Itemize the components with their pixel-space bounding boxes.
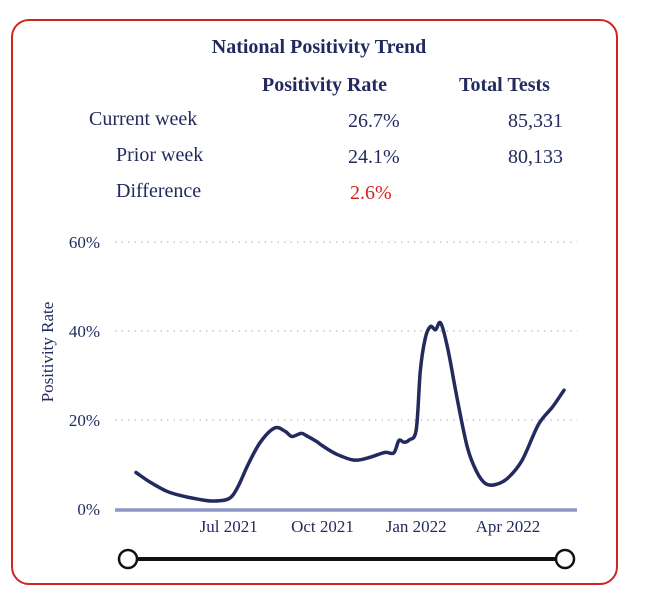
header-total-tests: Total Tests — [459, 74, 550, 96]
x-tick-label: Oct 2021 — [291, 517, 354, 536]
y-axis-label: Positivity Rate — [38, 302, 57, 403]
current-week-rate: 26.7% — [348, 110, 400, 132]
y-axis-ticks: 0% 20% 40% 60% — [69, 233, 100, 519]
y-tick-label: 40% — [69, 322, 100, 341]
x-axis-ticks: Jul 2021 Oct 2021 Jan 2022 Apr 2022 — [200, 517, 541, 536]
range-slider[interactable] — [117, 548, 576, 570]
positivity-rate-line — [134, 320, 566, 503]
grid-lines — [115, 241, 577, 421]
x-tick-label: Jan 2022 — [386, 517, 447, 536]
row-label-difference: Difference — [116, 180, 202, 202]
difference-rate: 2.6% — [350, 182, 392, 204]
dashboard-card — [11, 19, 618, 585]
range-slider-start-handle[interactable] — [117, 548, 139, 570]
y-tick-label: 0% — [77, 500, 100, 519]
row-label-prior-week: Prior week — [116, 144, 204, 166]
row-label-current-week: Current week — [89, 108, 198, 130]
x-tick-label: Apr 2022 — [476, 517, 541, 536]
prior-week-tests: 80,133 — [508, 146, 563, 168]
chart-title: National Positivity Trend — [211, 36, 427, 58]
prior-week-rate: 24.1% — [348, 146, 400, 168]
y-tick-label: 60% — [69, 233, 100, 252]
range-slider-end-handle[interactable] — [554, 548, 576, 570]
header-positivity-rate: Positivity Rate — [262, 74, 387, 96]
current-week-tests: 85,331 — [508, 110, 563, 132]
x-tick-label: Jul 2021 — [200, 517, 258, 536]
y-tick-label: 20% — [69, 411, 100, 430]
